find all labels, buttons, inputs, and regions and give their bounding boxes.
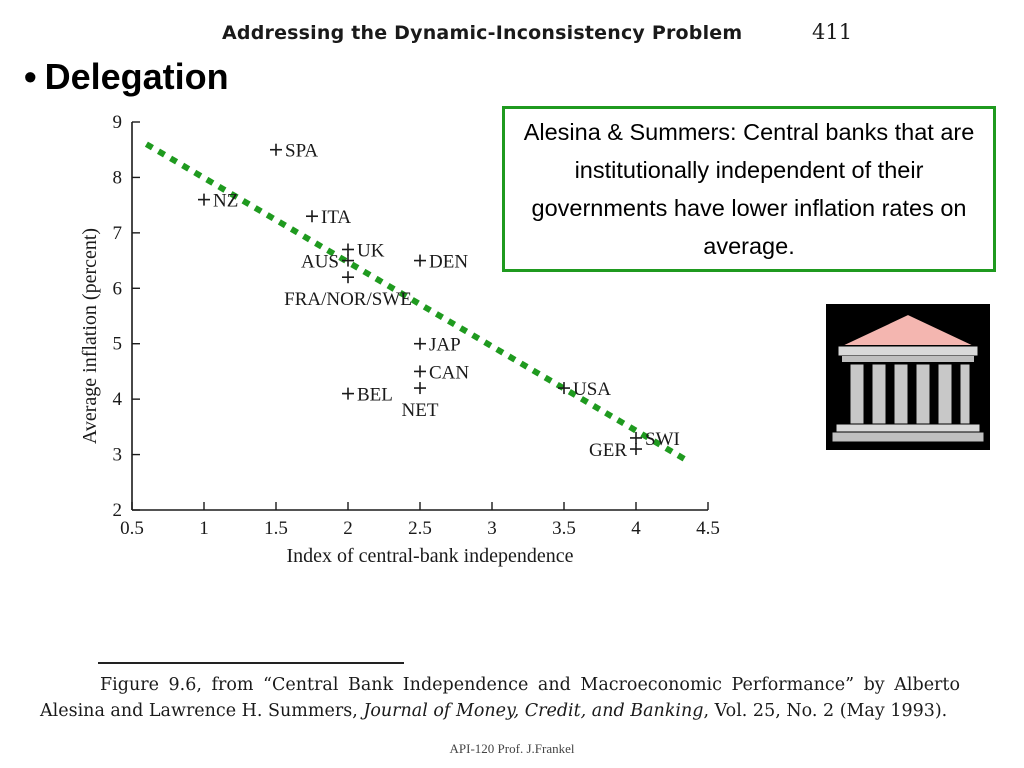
slide-footer: API-120 Prof. J.Frankel: [449, 741, 575, 756]
chart-svg: 2 3 4 5 6 7 8 9 0.5 1 1.5 2 2.5 3 3.5 4 4.5 Index of cent…: [79, 112, 720, 567]
x-tick-label: 1.5: [264, 518, 288, 539]
point-label: SPA: [285, 141, 318, 162]
x-tick-label: 1: [199, 518, 209, 539]
scatter-chart: 2 3 4 5 6 7 8 9 0.5 1 1.5 2 2.5 3 3.5 4 4.5 Index of cent…: [70, 100, 720, 580]
point-label: SWI: [645, 429, 680, 450]
point-label: ITA: [321, 207, 351, 228]
point-label: FRA/NOR/SWE: [284, 289, 412, 310]
x-axis-label: Index of central-bank independence: [286, 545, 573, 567]
caption-rule: [98, 662, 404, 664]
book-header-title: Addressing the Dynamic-Inconsistency Pro…: [222, 22, 743, 44]
y-tick-label: 9: [113, 112, 123, 133]
bullet-dot: •: [24, 56, 37, 97]
trend-line: [144, 141, 688, 463]
y-tick-label: 2: [113, 500, 123, 521]
x-tick-label: 2.5: [408, 518, 432, 539]
y-tick-label: 6: [113, 278, 123, 299]
figure-caption: Figure 9.6, from “Central Bank Independe…: [40, 672, 960, 724]
y-tick-label: 7: [113, 223, 123, 244]
point-label: BEL: [357, 385, 393, 406]
x-tick-label: 4.5: [696, 518, 720, 539]
caption-suffix: , Vol. 25, No. 2 (May 1993).: [703, 701, 948, 721]
note-box: Alesina & Summers: Central banks that ar…: [502, 106, 996, 272]
y-tick-label: 8: [113, 167, 123, 188]
x-tick-label: 3.5: [552, 518, 576, 539]
x-tick-label: 2: [343, 518, 353, 539]
point-label: USA: [573, 379, 611, 400]
slide-heading: • Delegation: [24, 56, 229, 98]
y-tick-label: 4: [113, 389, 123, 410]
point-label: CAN: [429, 362, 469, 383]
point-label: NZ: [213, 191, 238, 212]
note-text: Alesina & Summers: Central banks that ar…: [523, 119, 975, 259]
point-label: JAP: [429, 335, 461, 356]
point-label: AUS: [301, 252, 339, 273]
caption-journal: Journal of Money, Credit, and Banking: [363, 701, 704, 721]
x-tick-label: 0.5: [120, 518, 144, 539]
point-label: GER: [589, 440, 627, 461]
point-label: NET: [402, 400, 439, 421]
y-axis-label: Average inflation (percent): [79, 228, 101, 444]
y-tick-label: 5: [113, 334, 123, 355]
x-tick-label: 4: [631, 518, 641, 539]
book-page-number: 411: [812, 20, 853, 44]
point-label: DEN: [429, 252, 468, 273]
caption-prefix: Figure 9.6, from “Central Bank Independe…: [40, 675, 960, 721]
slide-heading-text: Delegation: [44, 56, 229, 97]
point-label: UK: [357, 240, 385, 261]
x-tick-label: 3: [487, 518, 497, 539]
bank-building-icon: [826, 304, 990, 450]
y-tick-label: 3: [113, 445, 123, 466]
